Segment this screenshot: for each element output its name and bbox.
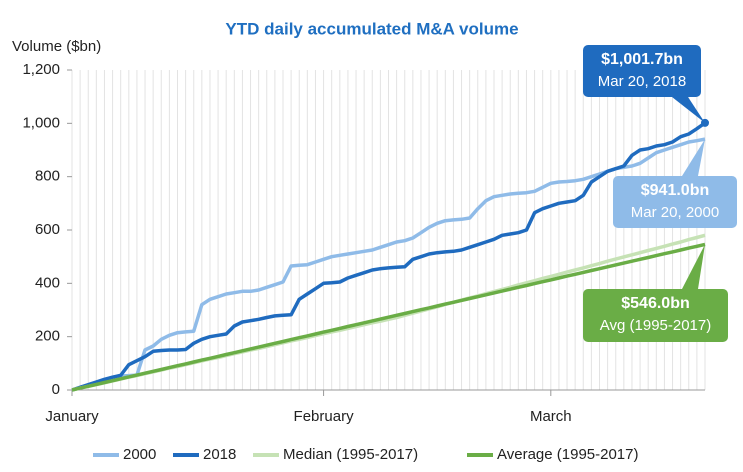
callout-subtitle: Mar 20, 2018 [598,73,686,90]
legend-label: 2000 [123,446,156,463]
callout: $546.0bn Avg (1995-2017) [583,244,728,342]
y-tick-label: 0 [52,381,60,398]
legend-label: Median (1995-2017) [283,446,418,463]
callout-title: $941.0bn [641,182,709,199]
y-tick-label: 400 [35,274,60,291]
callout-pointer [672,97,705,123]
x-tick-label: February [294,408,355,425]
y-axis-label: Volume ($bn) [12,38,101,55]
y-tick-label: 800 [35,168,60,185]
callout: $941.0bn Mar 20, 2000 [613,139,737,228]
callout-title: $1,001.7bn [601,51,683,68]
x-tick-label: March [530,408,572,425]
chart-title: YTD daily accumulated M&A volume [225,19,518,38]
y-tick-label: 1,200 [22,61,60,78]
series-line [71,137,706,392]
callout-subtitle: Avg (1995-2017) [600,317,711,334]
y-tick-label: 200 [35,328,60,345]
callout-pointer [682,244,705,289]
series-line [71,121,707,392]
callout-pointer [682,139,705,176]
x-tick-label: January [45,408,99,425]
series-line [71,242,706,392]
end-marker [701,118,709,127]
legend-label: Average (1995-2017) [497,446,639,463]
y-tick-label: 600 [35,221,60,238]
callout-subtitle: Mar 20, 2000 [631,204,719,221]
callout-box [583,45,701,97]
callout: $1,001.7bn Mar 20, 2018 [583,45,705,123]
legend-label: 2018 [203,446,236,463]
callout-box [583,289,728,342]
callout-title: $546.0bn [621,295,689,312]
y-tick-label: 1,000 [22,114,60,131]
callout-box [613,176,737,228]
